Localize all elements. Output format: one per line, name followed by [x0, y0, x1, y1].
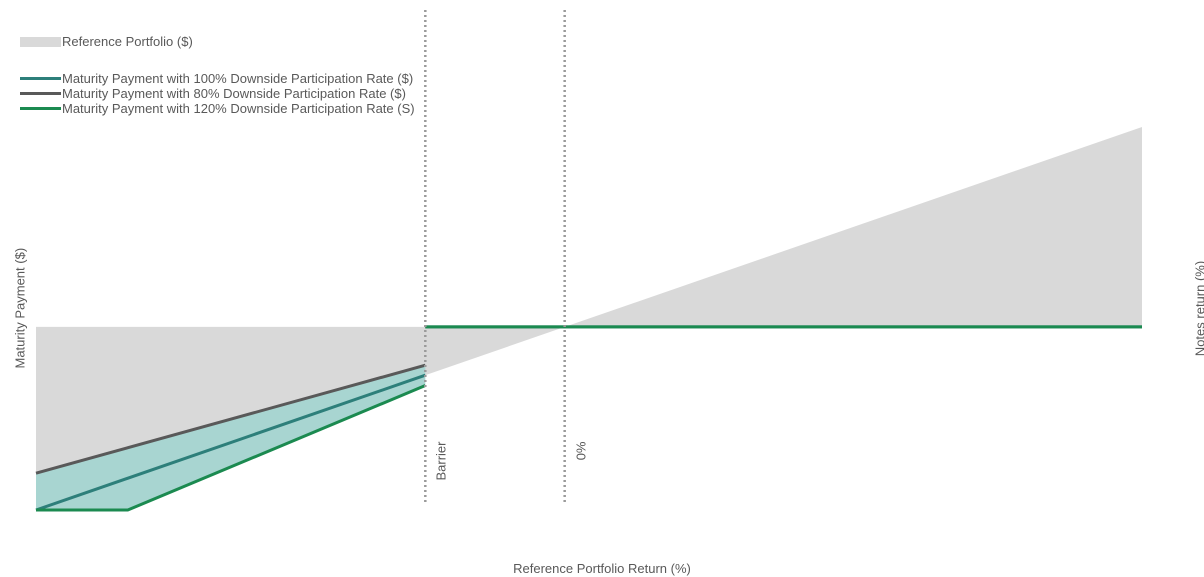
vertical-markers-layer — [424, 10, 566, 504]
legend-swatch-80 — [20, 92, 61, 95]
legend-item-120: Maturity Payment with 120% Downside Part… — [20, 101, 460, 116]
legend-swatch-120 — [20, 107, 61, 110]
legend-swatch-reference — [20, 37, 61, 47]
legend-label-100: Maturity Payment with 100% Downside Part… — [62, 71, 414, 86]
participation-band — [36, 365, 426, 510]
zero-percent-label: 0% — [573, 441, 589, 461]
series-120pct-line-segment-0 — [36, 384, 426, 512]
legend-label-reference: Reference Portfolio ($) — [62, 34, 193, 49]
series-80pct-line-segment-0 — [35, 363, 426, 475]
series-lines-layer — [35, 325, 1142, 512]
legend-item-80: Maturity Payment with 80% Downside Parti… — [20, 86, 460, 101]
legend-item-reference: Reference Portfolio ($) — [20, 34, 460, 49]
legend: Reference Portfolio ($) Maturity Payment… — [20, 34, 460, 116]
legend-swatch-100 — [20, 77, 61, 80]
y-axis-label: Maturity Payment ($) — [12, 247, 28, 369]
barrier-label: Barrier — [433, 441, 449, 481]
legend-label-120: Maturity Payment with 120% Downside Part… — [62, 101, 415, 116]
series-100pct-line-segment-0 — [35, 373, 426, 512]
y-axis-label-right: Notes return (%) — [1192, 260, 1204, 357]
legend-item-100: Maturity Payment with 100% Downside Part… — [20, 71, 460, 86]
x-axis-label: Reference Portfolio Return (%) — [513, 561, 691, 576]
participation-band-layer — [36, 365, 426, 510]
legend-label-80: Maturity Payment with 80% Downside Parti… — [62, 86, 406, 101]
